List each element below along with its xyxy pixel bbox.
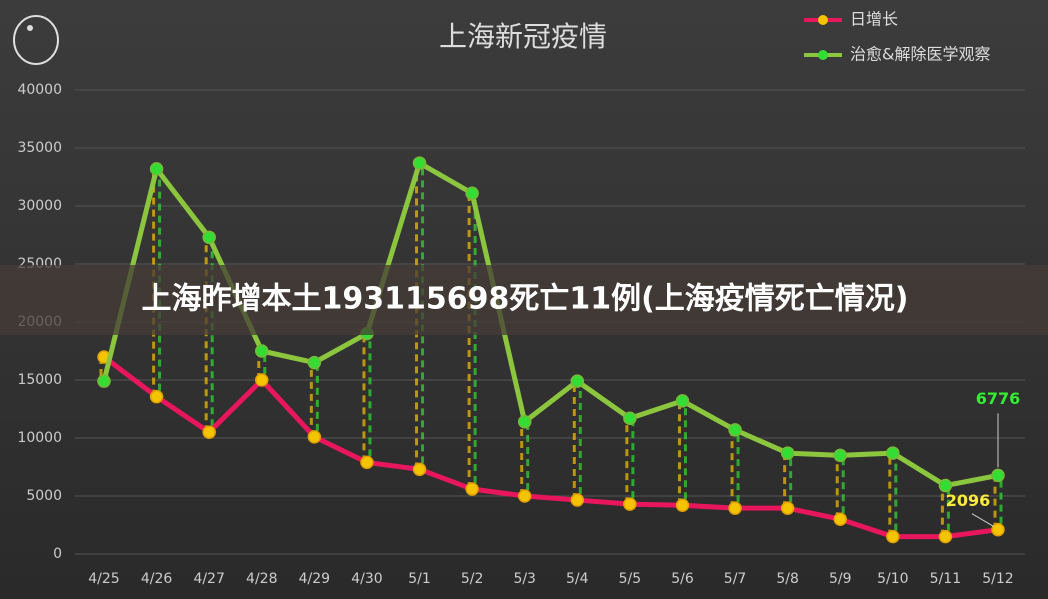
marker	[360, 455, 374, 470]
marker	[202, 425, 216, 439]
marker	[728, 423, 742, 437]
y-tick-label: 15000	[17, 372, 62, 388]
marker	[886, 529, 900, 544]
x-tick-label: 5/1	[408, 571, 431, 587]
logo	[13, 15, 59, 65]
y-tick-label: 35000	[17, 140, 62, 156]
marker	[149, 389, 164, 404]
x-tick-label: 5/2	[461, 571, 484, 587]
marker	[307, 355, 322, 370]
marker	[623, 497, 637, 511]
x-tick-label: 5/12	[982, 571, 1013, 587]
x-tick-label: 4/27	[193, 571, 224, 587]
x-tick-label: 4/26	[141, 571, 173, 587]
data-label: 2096	[946, 491, 991, 510]
y-tick-label: 10000	[17, 430, 62, 446]
marker	[675, 498, 690, 513]
x-tick-label: 4/28	[246, 571, 277, 587]
overlay-title: 上海昨增本土193115698死亡11例(上海疫情死亡情况)	[141, 282, 908, 317]
marker	[97, 374, 111, 388]
marker	[623, 411, 637, 426]
marker	[570, 374, 585, 388]
data-label: 6776	[976, 389, 1021, 408]
marker	[570, 493, 585, 507]
marker	[780, 501, 795, 515]
x-tick-label: 5/11	[930, 571, 961, 587]
x-tick-label: 4/30	[351, 571, 382, 587]
marker	[465, 482, 479, 496]
marker	[938, 478, 953, 493]
y-tick-label: 5000	[26, 488, 62, 504]
legend-marker	[818, 50, 828, 60]
marker	[938, 529, 953, 544]
marker	[517, 415, 532, 429]
marker	[780, 446, 795, 460]
marker	[465, 186, 479, 200]
marker	[991, 522, 1005, 537]
x-tick-label: 5/3	[513, 571, 536, 587]
marker	[412, 462, 427, 477]
marker	[255, 373, 269, 387]
marker	[255, 344, 269, 358]
marker	[833, 448, 847, 463]
marker	[675, 394, 690, 408]
marker	[412, 156, 427, 170]
x-tick-label: 5/7	[724, 571, 747, 587]
label-leader	[971, 513, 995, 528]
marker	[517, 489, 532, 503]
y-tick-label: 0	[53, 546, 62, 562]
x-tick-label: 5/5	[619, 571, 642, 587]
legend-label: 治愈&解除医学观察	[850, 45, 990, 64]
y-tick-label: 30000	[17, 198, 62, 214]
legend-label: 日增长	[850, 10, 898, 29]
x-tick-label: 4/25	[88, 571, 119, 587]
marker	[202, 230, 216, 245]
marker	[307, 430, 322, 444]
legend-marker	[818, 15, 828, 25]
x-tick-label: 5/4	[566, 571, 589, 587]
overlay-band	[0, 265, 1048, 335]
marker	[149, 162, 164, 176]
x-tick-label: 5/9	[829, 571, 852, 587]
x-tick-label: 5/8	[776, 571, 799, 587]
marker	[833, 512, 847, 526]
chart-title: 上海新冠疫情	[439, 20, 607, 53]
y-tick-label: 40000	[17, 82, 62, 98]
x-tick-label: 4/29	[299, 571, 330, 587]
series-line	[102, 355, 999, 540]
marker	[728, 501, 742, 515]
x-tick-label: 5/10	[877, 571, 908, 587]
marker	[886, 446, 900, 460]
marker	[991, 468, 1005, 483]
x-tick-label: 5/6	[671, 571, 694, 587]
